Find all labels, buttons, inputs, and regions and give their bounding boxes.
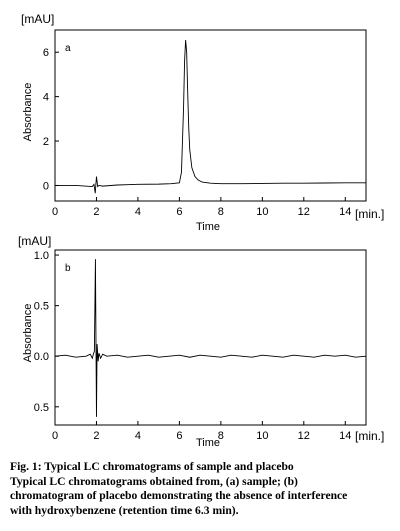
x-tick-label: 14	[339, 206, 351, 218]
x-tick-label: 10	[256, 206, 268, 218]
plot-frame-b	[54, 249, 367, 426]
x-tick-label: 14	[339, 430, 351, 442]
caption-line-1: Fig. 1: Typical LC chromatograms of samp…	[10, 460, 294, 473]
x-axis-label-a: Time	[196, 221, 220, 233]
y-tick-label: 0	[43, 180, 49, 192]
x-tick-label: 12	[298, 430, 310, 442]
x-unit-label-b: [min.]	[355, 429, 384, 443]
y-tick-label: 0.5	[34, 301, 49, 313]
plot-frame-a	[54, 29, 367, 202]
x-tick-label: 6	[176, 430, 182, 442]
chromatogram-panel-a: [mAU] a Absorbance Time [min.] 0 2 4 6 8 10 12…	[21, 12, 384, 233]
y-unit-label-a: [mAU]	[21, 12, 54, 26]
caption-line-4: with hydroxybenzene (retention time 6.3 …	[10, 503, 239, 517]
chromatogram-trace-a	[55, 39, 366, 194]
y-axis-label-a: Absorbance	[22, 83, 34, 142]
y-tick-label: 0.5	[34, 402, 49, 414]
x-tick-label: 10	[256, 430, 268, 442]
x-tick-label: 6	[176, 206, 182, 218]
caption-line-2: Typical LC chromatograms obtained from, …	[10, 474, 298, 488]
y-unit-label-b: [mAU]	[18, 234, 51, 248]
x-tick-label: 2	[93, 206, 99, 218]
y-axis-label-b: Absorbance	[22, 304, 34, 363]
x-tick-label: 12	[298, 206, 310, 218]
axis-ticks-a: 0 2 4 6 8 10 12 14 0 2 4 6	[43, 47, 352, 218]
y-tick-label: 1.0	[34, 250, 49, 262]
figure-caption: Fig. 1: Typical LC chromatograms of samp…	[10, 460, 394, 518]
x-tick-label: 0	[52, 430, 58, 442]
x-tick-label: 0	[52, 206, 58, 218]
x-tick-label: 2	[93, 430, 99, 442]
caption-line-3: chromatogram of placebo demonstrating th…	[10, 489, 348, 502]
y-tick-label: 6	[43, 47, 49, 59]
x-tick-label: 4	[135, 206, 141, 218]
chromatogram-figure: [mAU] a Absorbance Time [min.] 0 2 4 6 8 10 12…	[18, 12, 384, 449]
x-tick-label: 8	[218, 206, 224, 218]
x-tick-label: 8	[218, 430, 224, 442]
axis-ticks-b: 0 2 4 6 8 10 12 14 1.0 0.5 0.0 0.5	[34, 250, 352, 442]
x-tick-label: 4	[135, 430, 141, 442]
y-tick-label: 4	[43, 92, 49, 104]
panel-label-a: a	[65, 43, 71, 54]
y-tick-label: 0.0	[34, 351, 49, 363]
x-unit-label-a: [min.]	[355, 207, 384, 221]
y-tick-label: 2	[43, 136, 49, 148]
chromatogram-panel-b: [mAU] b Absorbance Time [min.] 0 2 4 6 8 10 12…	[18, 234, 384, 449]
chromatogram-trace-b	[54, 259, 367, 417]
x-axis-label-b: Time	[196, 437, 220, 449]
panel-label-b: b	[65, 263, 71, 274]
